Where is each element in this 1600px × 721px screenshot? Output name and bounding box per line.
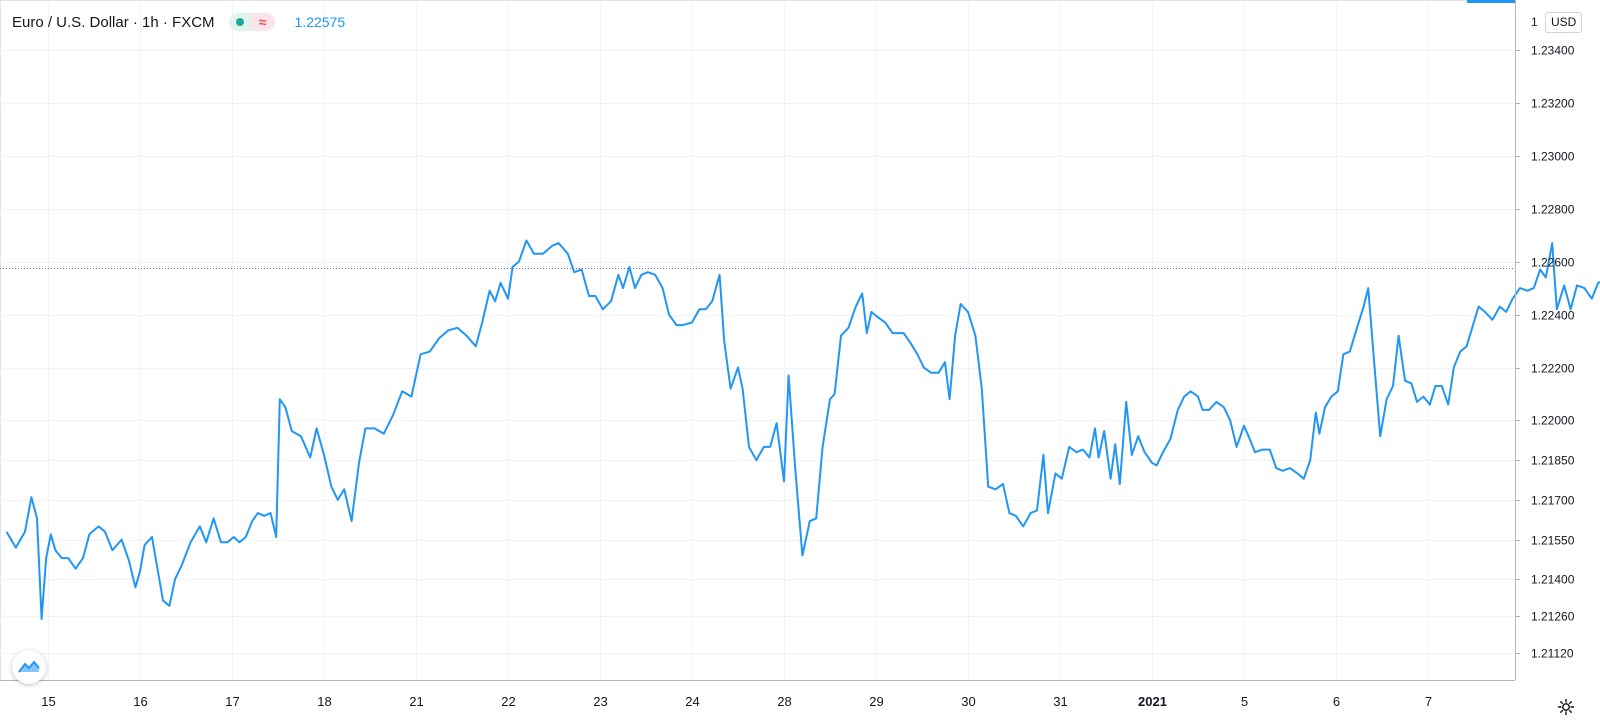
gear-icon[interactable] (1556, 697, 1576, 717)
price-tick-label: 1.22800 (1531, 203, 1575, 217)
time-tick-label: 18 (317, 694, 331, 709)
time-tick-label: 31 (1053, 694, 1067, 709)
time-tick-label: 29 (869, 694, 883, 709)
time-tick-label: 22 (501, 694, 515, 709)
price-tick-label-partial: 1 (1531, 15, 1538, 29)
symbol-legend[interactable]: Euro / U.S. Dollar · 1h · FXCM ≈ 1.22575 (12, 11, 345, 33)
price-tick-label: 1.22400 (1531, 309, 1575, 323)
price-tick-label: 1.23200 (1531, 97, 1575, 111)
time-tick-label: 2021 (1138, 694, 1167, 709)
time-tick-label: 5 (1241, 694, 1248, 709)
price-tick-label: 1.21400 (1531, 573, 1575, 587)
time-tick-label: 30 (961, 694, 975, 709)
price-tick-label: 1.21550 (1531, 534, 1575, 548)
market-open-dot-icon (228, 13, 251, 31)
tradingview-logo-icon[interactable] (12, 650, 46, 684)
price-tick-label: 1.21260 (1531, 610, 1575, 624)
time-tick-label: 17 (225, 694, 239, 709)
market-status[interactable]: ≈ (228, 13, 275, 31)
plot-layer (0, 239, 1600, 620)
approx-wave-icon: ≈ (250, 13, 275, 31)
time-tick-label: 7 (1425, 694, 1432, 709)
price-tick-label: 1.23000 (1531, 150, 1575, 164)
time-tick-label: 23 (593, 694, 607, 709)
time-tick-label: 28 (777, 694, 791, 709)
top-accent-bar (1467, 0, 1515, 3)
time-tick-label: 24 (685, 694, 699, 709)
time-tick-label: 16 (133, 694, 147, 709)
price-tick-label: 1.23400 (1531, 44, 1575, 58)
price-series-line (5, 239, 1600, 620)
time-tick-label: 15 (41, 694, 55, 709)
last-price: 1.22575 (294, 14, 346, 30)
price-tick-label: 1.22000 (1531, 414, 1575, 428)
time-tick-label: 21 (409, 694, 423, 709)
symbol-title[interactable]: Euro / U.S. Dollar · 1h · FXCM (12, 13, 215, 31)
axis-layer: 1.23400 1.23200 1.23000 1.22800 1.22600 1.224… (0, 0, 1575, 709)
price-tick-label: 1.21120 (1531, 647, 1574, 661)
currency-button[interactable]: USD (1545, 12, 1583, 33)
price-tick-label: 1.21850 (1531, 454, 1575, 468)
price-tick-label: 1.22600 (1531, 256, 1575, 270)
price-tick-label: 1.22200 (1531, 362, 1575, 376)
time-tick-label: 6 (1333, 694, 1340, 709)
price-tick-label: 1.21700 (1531, 494, 1575, 508)
grid-layer (0, 0, 1515, 680)
